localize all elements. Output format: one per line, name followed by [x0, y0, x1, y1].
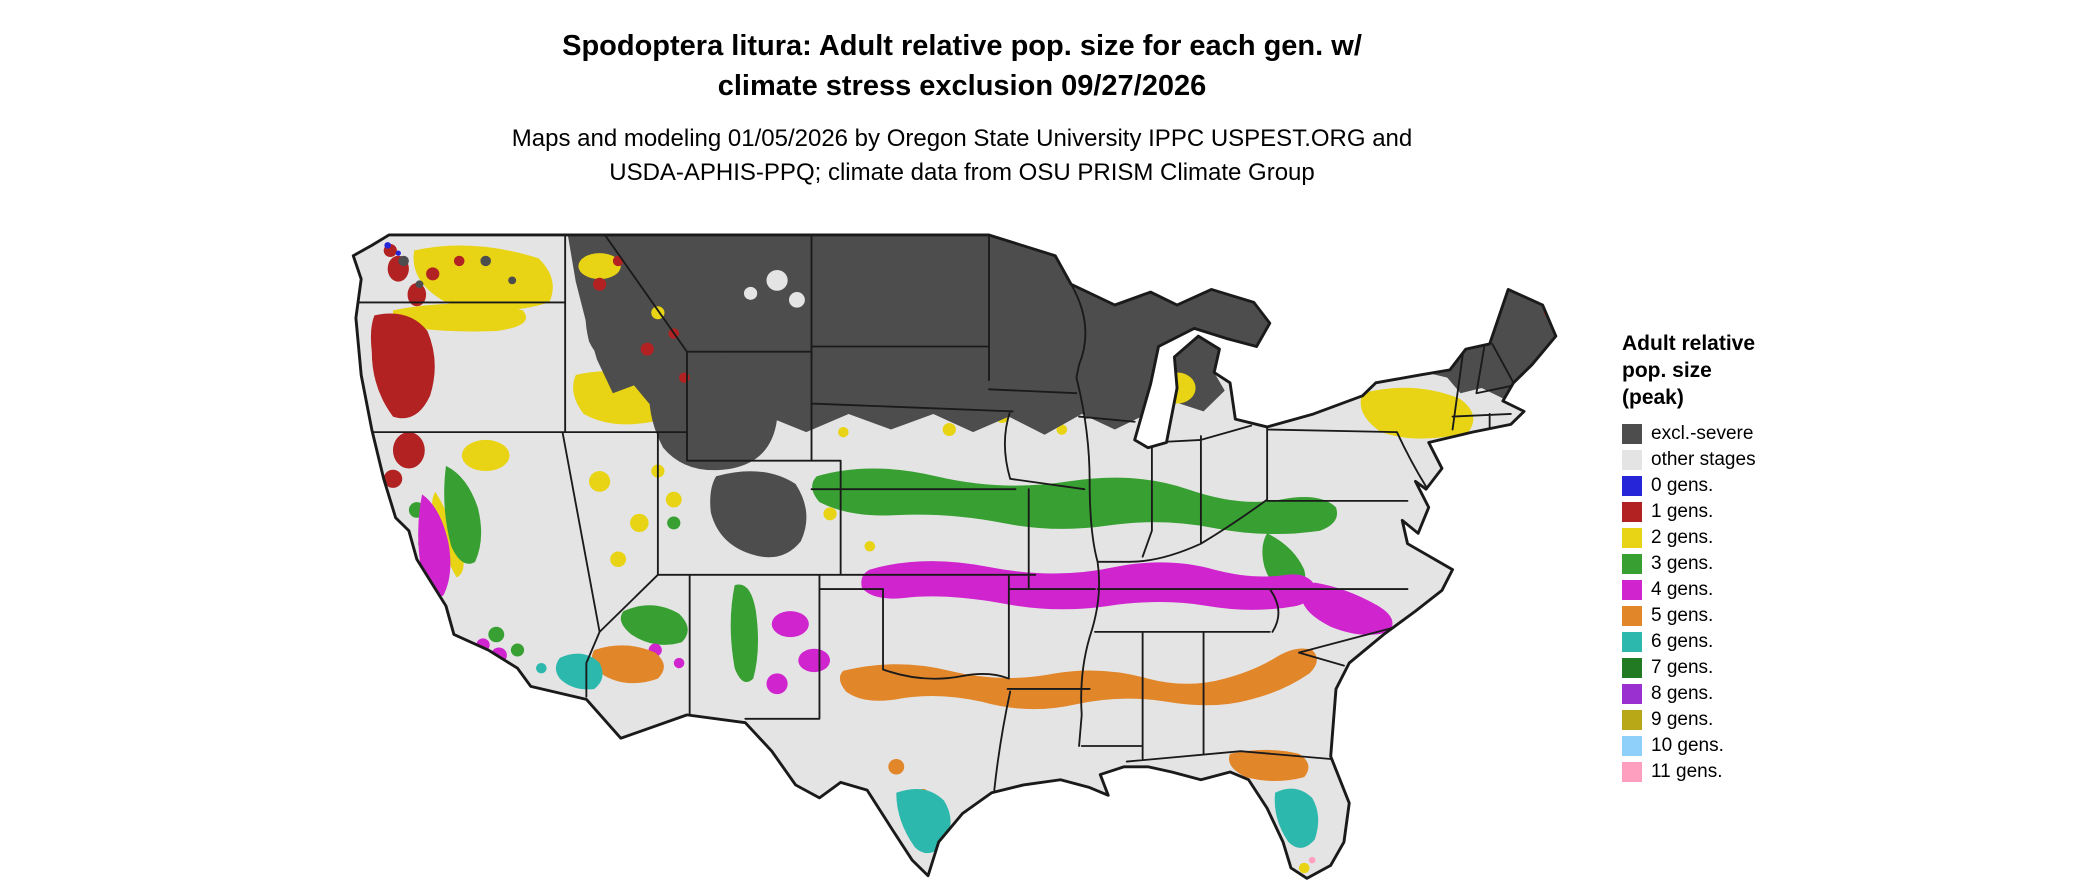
state-boundaries — [353, 234, 1515, 792]
legend-swatch — [1622, 502, 1642, 522]
legend-label: 5 gens. — [1651, 605, 1714, 626]
region-0-gens-specks — [384, 242, 401, 256]
legend-title-line-2: pop. size — [1622, 359, 1712, 382]
legend-swatch — [1622, 554, 1642, 574]
title-line-2: climate stress exclusion 09/27/2026 — [717, 70, 1207, 102]
legend-swatch — [1622, 424, 1642, 444]
legend-label: 7 gens. — [1651, 657, 1714, 678]
legend-item: 8 gens. — [1622, 681, 1842, 707]
legend-label: 2 gens. — [1651, 527, 1714, 548]
us-outline — [351, 233, 1558, 880]
legend-swatch — [1622, 658, 1642, 678]
legend-label: 4 gens. — [1651, 579, 1714, 600]
region-5-gens — [591, 645, 1317, 802]
legend-label: 9 gens. — [1651, 709, 1714, 730]
region-other-stages-flecks — [743, 269, 805, 308]
figure-title: Spodoptera litura: Adult relative pop. s… — [0, 26, 1924, 106]
legend: Adult relative pop. size (peak) excl.-se… — [1622, 330, 1842, 785]
legend-label: 3 gens. — [1651, 553, 1714, 574]
legend-swatch — [1622, 684, 1642, 704]
legend-title-line-1: Adult relative — [1622, 332, 1756, 355]
legend-item: 0 gens. — [1622, 473, 1842, 499]
legend-label: 6 gens. — [1651, 631, 1714, 652]
legend-item: 11 gens. — [1622, 759, 1842, 785]
legend-swatch — [1622, 476, 1642, 496]
region-11-gens-specks — [1308, 856, 1316, 864]
legend-item: other stages — [1622, 447, 1842, 473]
figure-subtitle: Maps and modeling 01/05/2026 by Oregon S… — [0, 122, 1924, 190]
us-generation-map — [340, 222, 1585, 890]
legend-item: 6 gens. — [1622, 629, 1842, 655]
legend-swatch — [1622, 606, 1642, 626]
subtitle-line-2: USDA-APHIS-PPQ; climate data from OSU PR… — [609, 159, 1315, 186]
legend-item: 3 gens. — [1622, 551, 1842, 577]
legend-item: 5 gens. — [1622, 603, 1842, 629]
legend-swatch — [1622, 710, 1642, 730]
region-4-gens — [418, 494, 1393, 695]
legend-title-line-3: (peak) — [1622, 386, 1684, 409]
legend-swatch — [1622, 580, 1642, 600]
legend-swatch — [1622, 632, 1642, 652]
legend-swatch — [1622, 736, 1642, 756]
legend-swatch — [1622, 450, 1642, 470]
legend-label: 11 gens. — [1651, 761, 1723, 782]
legend-title: Adult relative pop. size (peak) — [1622, 330, 1842, 411]
legend-item: excl.-severe — [1622, 421, 1842, 447]
legend-swatch — [1622, 762, 1642, 782]
legend-item: 1 gens. — [1622, 499, 1842, 525]
subtitle-line-1: Maps and modeling 01/05/2026 by Oregon S… — [511, 125, 1413, 152]
legend-label: other stages — [1651, 449, 1756, 470]
legend-label: 8 gens. — [1651, 683, 1714, 704]
legend-label: 1 gens. — [1651, 501, 1714, 522]
region-6-gens — [536, 653, 1319, 854]
legend-item: 7 gens. — [1622, 655, 1842, 681]
legend-item: 10 gens. — [1622, 733, 1842, 759]
legend-item: 2 gens. — [1622, 525, 1842, 551]
legend-item: 4 gens. — [1622, 577, 1842, 603]
legend-label: 10 gens. — [1651, 735, 1724, 756]
legend-item: 9 gens. — [1622, 707, 1842, 733]
title-line-1: Spodoptera litura: Adult relative pop. s… — [562, 30, 1362, 62]
legend-label: excl.-severe — [1651, 423, 1754, 444]
legend-swatch — [1622, 528, 1642, 548]
us-map-svg — [351, 233, 1558, 880]
legend-items: excl.-severe other stages 0 gens. 1 gens. 2 … — [1622, 421, 1842, 785]
legend-label: 0 gens. — [1651, 475, 1714, 496]
